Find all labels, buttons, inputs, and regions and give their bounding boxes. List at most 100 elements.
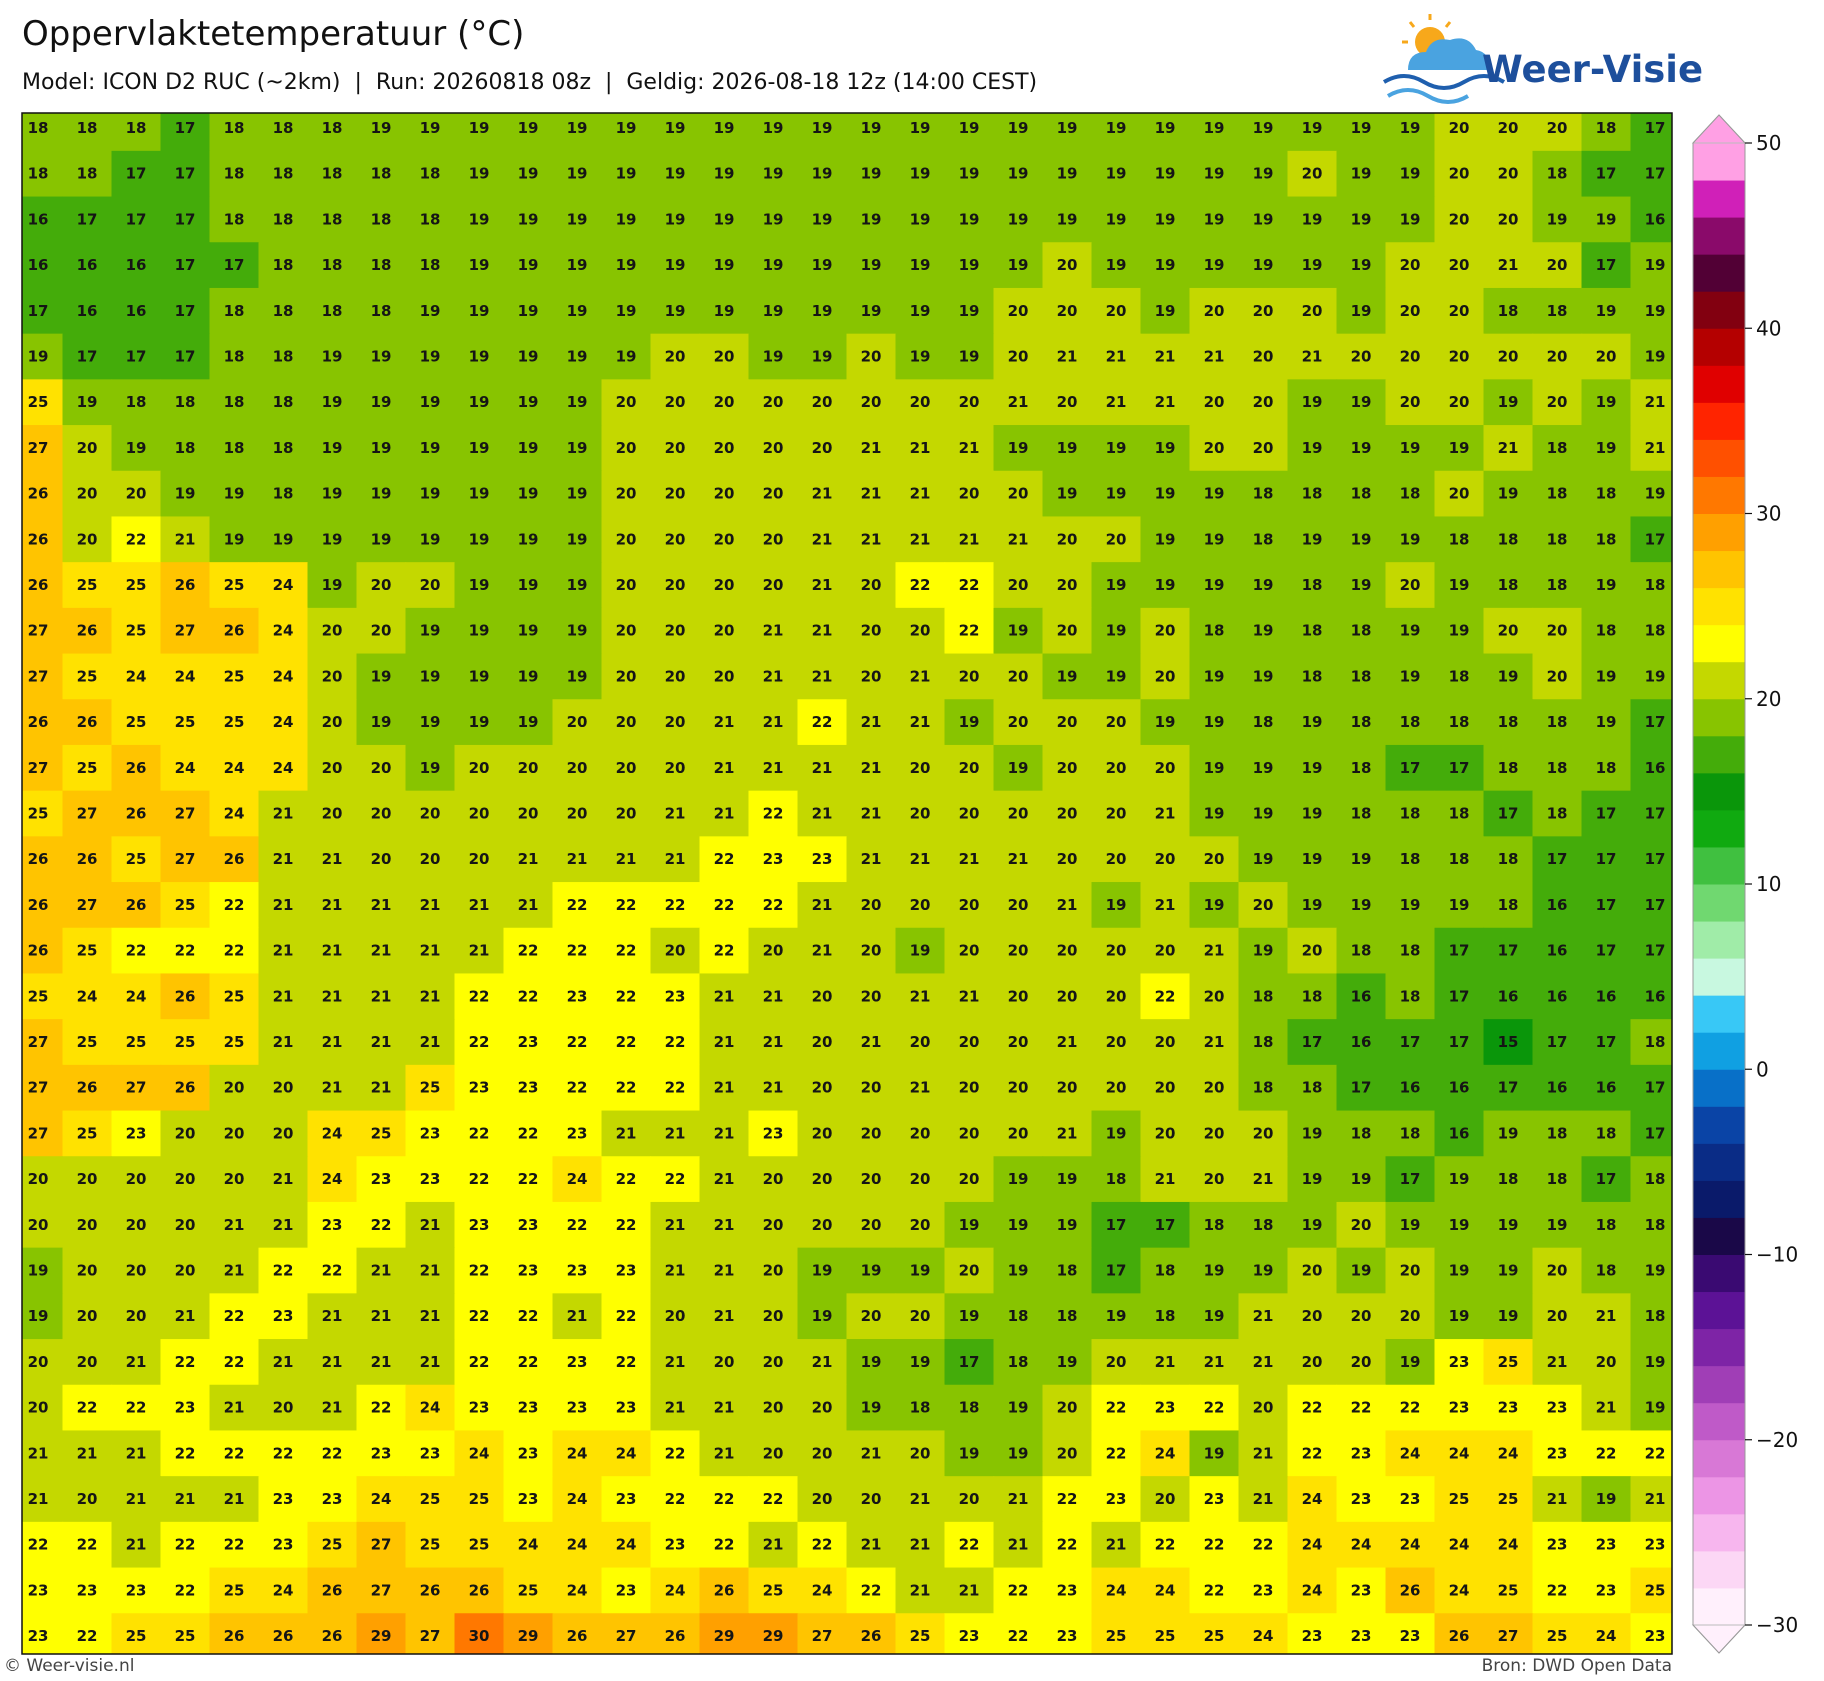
temperature-cell — [846, 1019, 897, 1066]
temperature-cell — [1630, 1293, 1672, 1340]
temperature-cell — [601, 1019, 652, 1066]
temperature-label: 20 — [1106, 1033, 1127, 1051]
temperature-cell — [22, 470, 64, 518]
temperature-cell — [1287, 1064, 1338, 1112]
temperature-label: 21 — [714, 1307, 735, 1325]
colorbar-band — [1693, 587, 1745, 626]
temperature-cell — [1630, 836, 1672, 883]
temperature-cell — [748, 1521, 799, 1569]
temperature-cell — [846, 242, 897, 289]
temperature-cell — [650, 1019, 701, 1066]
temperature-label: 22 — [371, 1399, 392, 1417]
temperature-label: 22 — [616, 987, 637, 1005]
temperature-cell — [1581, 1521, 1632, 1569]
temperature-label: 24 — [420, 1399, 441, 1417]
temperature-cell — [650, 196, 701, 243]
temperature-label: 19 — [126, 439, 147, 457]
temperature-label: 19 — [1449, 1170, 1470, 1188]
temperature-label: 21 — [371, 1307, 392, 1325]
temperature-cell — [1336, 516, 1387, 563]
temperature-cell — [1336, 607, 1387, 655]
temperature-label: 18 — [1302, 576, 1323, 594]
temperature-cell — [797, 1521, 848, 1569]
temperature-label: 19 — [1008, 759, 1029, 777]
temperature-cell — [1238, 699, 1289, 746]
temperature-label: 20 — [861, 1170, 882, 1188]
temperature-label: 21 — [665, 850, 686, 868]
temperature-label: 19 — [1449, 896, 1470, 914]
temperature-label: 20 — [1547, 622, 1568, 640]
temperature-label: 21 — [1008, 1490, 1029, 1508]
temperature-label: 21 — [714, 1444, 735, 1462]
temperature-label: 20 — [616, 485, 637, 503]
temperature-cell — [552, 333, 603, 380]
temperature-label: 19 — [1057, 119, 1078, 137]
temperature-label: 19 — [1008, 165, 1029, 183]
temperature-label: 18 — [175, 393, 196, 411]
temperature-label: 18 — [1645, 1307, 1666, 1325]
temperature-cell — [1336, 1339, 1387, 1386]
temperature-cell — [601, 1110, 652, 1157]
temperature-label: 19 — [1645, 256, 1666, 274]
temperature-label: 18 — [1645, 1216, 1666, 1234]
temperature-cell — [1532, 1384, 1583, 1432]
temperature-label: 20 — [616, 393, 637, 411]
temperature-cell — [405, 1019, 456, 1066]
temperature-cell — [307, 653, 358, 700]
temperature-label: 20 — [665, 530, 686, 548]
temperature-cell — [258, 1476, 309, 1523]
temperature-cell — [895, 242, 946, 289]
temperature-cell — [356, 1476, 407, 1523]
temperature-cell — [258, 1430, 309, 1477]
temperature-cell — [1042, 653, 1093, 700]
temperature-label: 21 — [910, 1079, 931, 1097]
temperature-label: 19 — [567, 667, 588, 685]
temperature-cell — [1238, 1156, 1289, 1203]
temperature-label: 22 — [812, 713, 833, 731]
temperature-cell — [895, 927, 946, 975]
temperature-label: 18 — [1204, 622, 1225, 640]
temperature-label: 17 — [126, 348, 147, 366]
temperature-cell — [993, 1247, 1044, 1294]
temperature-cell — [1091, 1064, 1142, 1112]
temperature-cell — [356, 425, 407, 472]
temperature-cell — [1434, 1613, 1485, 1654]
temperature-label: 19 — [420, 348, 441, 366]
temperature-label: 19 — [518, 667, 539, 685]
temperature-label: 25 — [224, 987, 245, 1005]
temperature-label: 19 — [420, 485, 441, 503]
temperature-cell — [22, 882, 64, 929]
temperature-cell — [1385, 1064, 1436, 1112]
temperature-label: 20 — [1057, 622, 1078, 640]
temperature-label: 17 — [1596, 1170, 1617, 1188]
temperature-cell — [209, 973, 260, 1020]
temperature-label: 20 — [1106, 530, 1127, 548]
temperature-cell — [1434, 882, 1485, 929]
temperature-label: 19 — [469, 485, 490, 503]
temperature-cell — [503, 653, 554, 700]
temperature-cell — [405, 150, 456, 198]
temperature-cell — [1140, 699, 1191, 746]
temperature-label: 19 — [469, 530, 490, 548]
temperature-label: 18 — [322, 256, 343, 274]
temperature-label: 19 — [469, 667, 490, 685]
temperature-label: 20 — [28, 1353, 49, 1371]
temperature-cell — [1483, 425, 1534, 472]
temperature-cell — [601, 113, 652, 152]
temperature-cell — [1091, 1613, 1142, 1654]
temperature-cell — [1434, 927, 1485, 975]
temperature-label: 22 — [1547, 1581, 1568, 1599]
temperature-cell — [503, 1430, 554, 1477]
temperature-cell — [22, 1521, 64, 1569]
temperature-cell — [1238, 333, 1289, 380]
temperature-label: 23 — [616, 1399, 637, 1417]
colorbar-band — [1693, 661, 1745, 700]
temperature-cell — [552, 790, 603, 837]
temperature-cell — [209, 1384, 260, 1432]
temperature-label: 20 — [1155, 1033, 1176, 1051]
temperature-label: 19 — [1302, 896, 1323, 914]
temperature-cell — [846, 1567, 897, 1614]
temperature-cell — [1042, 150, 1093, 198]
temperature-label: 19 — [567, 393, 588, 411]
temperature-cell — [895, 562, 946, 609]
